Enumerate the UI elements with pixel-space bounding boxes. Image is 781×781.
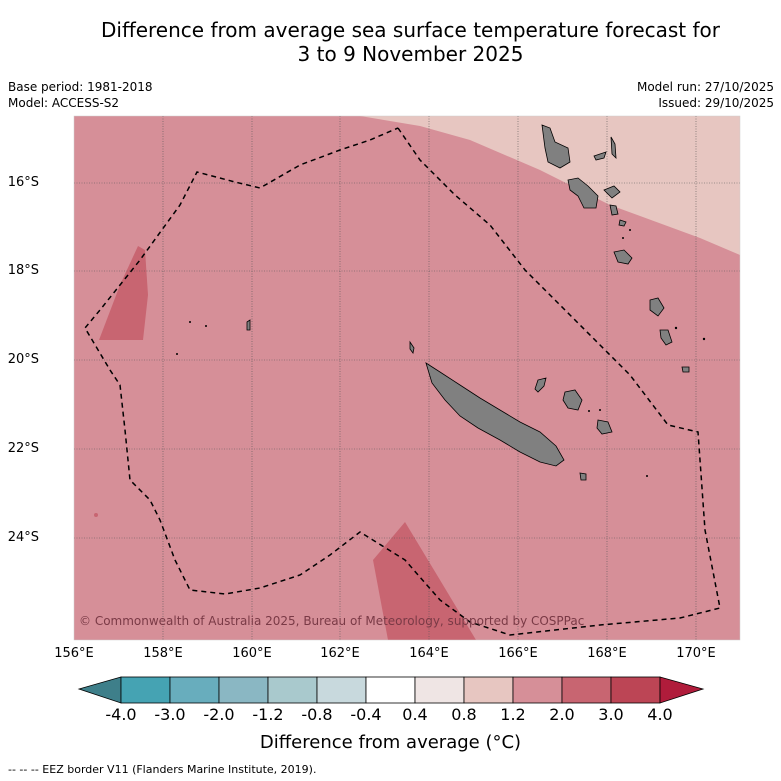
colorbar-bin <box>218 676 269 704</box>
colorbar-over-arrow <box>659 676 705 704</box>
issued-date: Issued: 29/10/2025 <box>658 96 774 110</box>
title-line-1: Difference from average sea surface temp… <box>100 18 720 42</box>
shepherd-islands <box>618 219 627 227</box>
colorbar-tick-label: -1.2 <box>252 705 284 724</box>
lat-label-18s: 18°S <box>7 263 39 278</box>
colorbar-bin <box>610 676 661 704</box>
map-frame <box>73 115 741 641</box>
colorbar-bin <box>512 676 563 704</box>
lon-label-158e: 158°E <box>143 646 183 661</box>
malekula <box>567 177 599 209</box>
lon-label-164e: 164°E <box>409 646 449 661</box>
lon-label-170e: 170°E <box>676 646 716 661</box>
colorbar-tick-label: 0.8 <box>451 705 477 724</box>
colorbar-bin <box>561 676 612 704</box>
colorbar-tick-label: -3.0 <box>154 705 186 724</box>
espiritu-santo <box>541 124 571 169</box>
eez-legend-note: -- -- -- EEZ border V11 (Flanders Marine… <box>8 763 317 776</box>
colorbar-bin <box>414 676 465 704</box>
colorbar-tick-label: -0.4 <box>350 705 382 724</box>
small-islets <box>176 229 706 477</box>
efate <box>613 249 633 265</box>
lat-label-22s: 22°S <box>7 441 39 456</box>
lon-label-166e: 166°E <box>498 646 538 661</box>
ambrym <box>603 185 621 199</box>
anomaly-warm-dot <box>94 513 98 517</box>
ambae <box>593 151 607 161</box>
anomaly-northeast-band <box>360 116 740 255</box>
mare-island <box>596 419 613 435</box>
anomaly-warm-patch-west <box>99 246 148 340</box>
isle-of-pines <box>579 472 587 481</box>
colorbar-title: Difference from average (°C) <box>259 732 522 753</box>
colorbar-bin <box>463 676 514 704</box>
graticule <box>74 116 740 640</box>
model-run: Model run: 27/10/2025 <box>636 80 774 94</box>
colorbar-bin <box>267 676 318 704</box>
tanna <box>659 329 673 346</box>
colorbar-under-arrow <box>77 676 122 704</box>
colorbar-bin <box>365 676 416 704</box>
belep-islands <box>409 340 415 354</box>
landmasses <box>246 124 690 481</box>
lon-label-162e: 162°E <box>320 646 360 661</box>
base-period: Base period: 1981-2018 <box>8 80 153 94</box>
lon-label-160e: 160°E <box>232 646 272 661</box>
metadata-left: Base period: 1981-2018 Model: ACCESS-S2 <box>8 79 153 111</box>
aneityum <box>681 366 690 373</box>
colorbar-bin <box>120 676 171 704</box>
lifou-island <box>562 389 583 411</box>
model-name: Model: ACCESS-S2 <box>8 96 120 110</box>
map-title: Difference from average sea surface temp… <box>0 18 781 66</box>
epi-islands <box>609 204 619 216</box>
ouvea-island <box>534 377 547 393</box>
lat-label-20s: 20°S <box>7 352 39 367</box>
colorbar <box>77 676 705 704</box>
metadata-right: Model run: 27/10/2025 Issued: 29/10/2025 <box>637 79 774 111</box>
lat-label-16s: 16°S <box>7 175 39 190</box>
colorbar-tick-label: 2.0 <box>549 705 575 724</box>
colorbar-tick-label: -4.0 <box>105 705 137 724</box>
title-line-2: 3 to 9 November 2025 <box>297 42 524 66</box>
lon-label-168e: 168°E <box>587 646 627 661</box>
lat-label-24s: 24°S <box>7 530 39 545</box>
colorbar-tick-label: 4.0 <box>647 705 673 724</box>
lon-label-156e: 156°E <box>54 646 94 661</box>
colorbar-tick-label: -0.8 <box>301 705 333 724</box>
erromango <box>649 297 665 317</box>
chesterfield-reef <box>246 319 251 331</box>
colorbar-tick-label: 1.2 <box>500 705 526 724</box>
colorbar-bin <box>169 676 220 704</box>
pentecost <box>610 136 617 160</box>
colorbar-bin <box>316 676 367 704</box>
colorbar-tick-label: 0.4 <box>402 705 428 724</box>
copyright-notice: © Commonwealth of Australia 2025, Bureau… <box>79 614 585 628</box>
new-caledonia <box>425 362 565 467</box>
colorbar-tick-label: -2.0 <box>203 705 235 724</box>
colorbar-tick-label: 3.0 <box>598 705 624 724</box>
anomaly-warm-patch-south <box>373 522 476 640</box>
